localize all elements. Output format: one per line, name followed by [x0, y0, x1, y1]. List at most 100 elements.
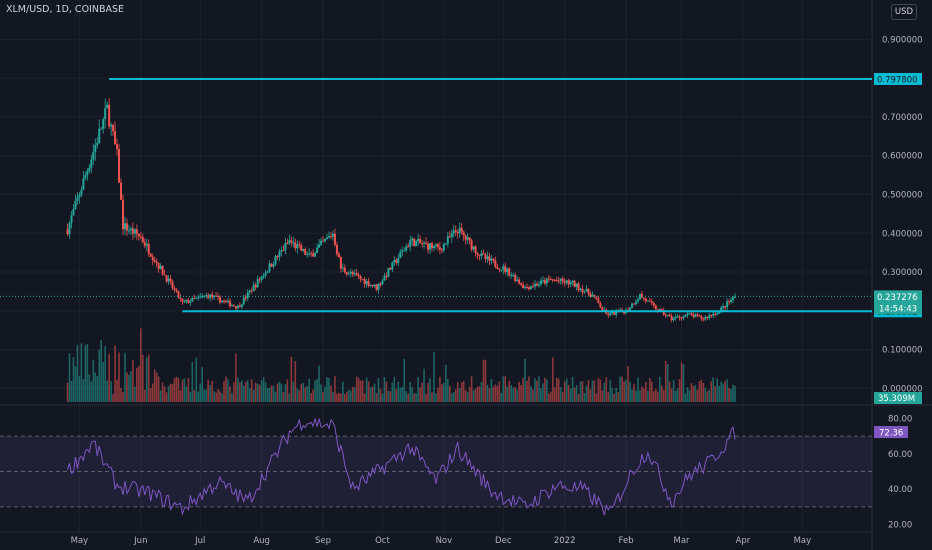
candle-body [508, 268, 511, 276]
volume-bar [229, 386, 231, 402]
volume-bar [399, 387, 402, 402]
candle-body [623, 311, 626, 314]
volume-bar [672, 379, 675, 402]
volume-bar [110, 381, 112, 402]
candle-body [298, 244, 301, 246]
candle-body [708, 315, 711, 319]
candle-body [236, 305, 239, 309]
candle-body [324, 238, 327, 242]
candle-body [403, 250, 406, 252]
volume-bar [225, 376, 227, 402]
volume-bar [300, 383, 303, 402]
candle-body [575, 283, 578, 287]
candle-body [88, 167, 91, 172]
candle-body [252, 284, 255, 292]
candle-body [607, 314, 610, 316]
volume-bar [316, 379, 318, 402]
candle-body [276, 256, 279, 258]
currency-button[interactable]: USD [891, 4, 917, 20]
candle-body [151, 256, 154, 261]
candle-body [666, 314, 669, 316]
candle-body [135, 229, 138, 235]
level-price-tag [874, 72, 922, 85]
volume-bar [540, 388, 542, 402]
rsi-tick-label: 20.00 [888, 520, 912, 530]
volume-bar [367, 381, 370, 402]
volume-bar [591, 380, 594, 402]
volume-bar [619, 376, 621, 402]
candle-body [68, 223, 71, 235]
time-tick-label: May [71, 536, 89, 546]
volume-bar [153, 369, 156, 402]
volume-bar [472, 390, 475, 402]
candle-body [260, 276, 263, 280]
volume-bar [145, 357, 148, 402]
candle-body [484, 254, 487, 259]
volume-bar [138, 365, 140, 402]
candle-body [250, 290, 253, 292]
volume-bar [666, 363, 669, 402]
candle-body [240, 304, 243, 307]
volume-bar [235, 353, 237, 402]
volume-bar [573, 387, 576, 402]
candle-body [98, 128, 101, 143]
volume-bar [221, 393, 223, 402]
volume-bar [163, 386, 166, 402]
volume-bar [353, 387, 356, 402]
volume-bar [215, 392, 217, 402]
candle-body [577, 283, 580, 290]
volume-bar [314, 380, 316, 402]
candle-body [674, 316, 677, 319]
candle-body [587, 288, 590, 294]
volume-bar [474, 388, 477, 402]
volume-bar [433, 352, 435, 402]
volume-bar [336, 393, 338, 402]
candle-body [228, 300, 231, 307]
volume-bar [102, 361, 104, 402]
volume-bar [175, 376, 178, 402]
candle-body [434, 244, 437, 246]
volume-bar [631, 389, 633, 402]
candle-body [139, 236, 142, 238]
volume-bar [349, 390, 352, 402]
volume-bar [84, 344, 87, 402]
volume-bar [155, 372, 158, 402]
candle-body [254, 284, 257, 288]
candle-body [413, 238, 416, 247]
candle-body [127, 230, 130, 232]
volume-bar [613, 393, 616, 402]
volume-bar [704, 387, 707, 402]
volume-bar [678, 379, 681, 402]
volume-bar [80, 343, 83, 402]
candle-body [167, 278, 170, 282]
volume-bar [544, 377, 546, 402]
volume-bar [567, 384, 570, 402]
volume-bar [583, 393, 586, 402]
candle-body [543, 280, 546, 284]
candle-body [720, 307, 723, 311]
candle-body [446, 236, 449, 244]
volume-bar [496, 385, 499, 402]
time-tick-label: Nov [436, 536, 453, 546]
volume-bar [674, 390, 677, 402]
price-tick-label: 0.100000 [882, 346, 923, 356]
last-price-label: 0.237276 [877, 293, 918, 303]
volume-bar [205, 389, 207, 402]
candle-body [262, 275, 265, 277]
candle-body [201, 296, 204, 298]
volume-bar [712, 377, 715, 402]
volume-bar [72, 357, 75, 402]
volume-bar [716, 378, 718, 402]
candle-body [92, 151, 95, 160]
candle-body [349, 271, 352, 274]
price-tick-label: 0.000000 [882, 384, 923, 394]
volume-bar [203, 389, 206, 402]
candle-body [442, 243, 445, 251]
candle-body [448, 236, 451, 238]
candle-body [573, 280, 576, 287]
candle-body [609, 312, 612, 316]
volume-bar [193, 390, 196, 402]
volume-bar [639, 390, 641, 402]
volume-bar [310, 393, 312, 402]
